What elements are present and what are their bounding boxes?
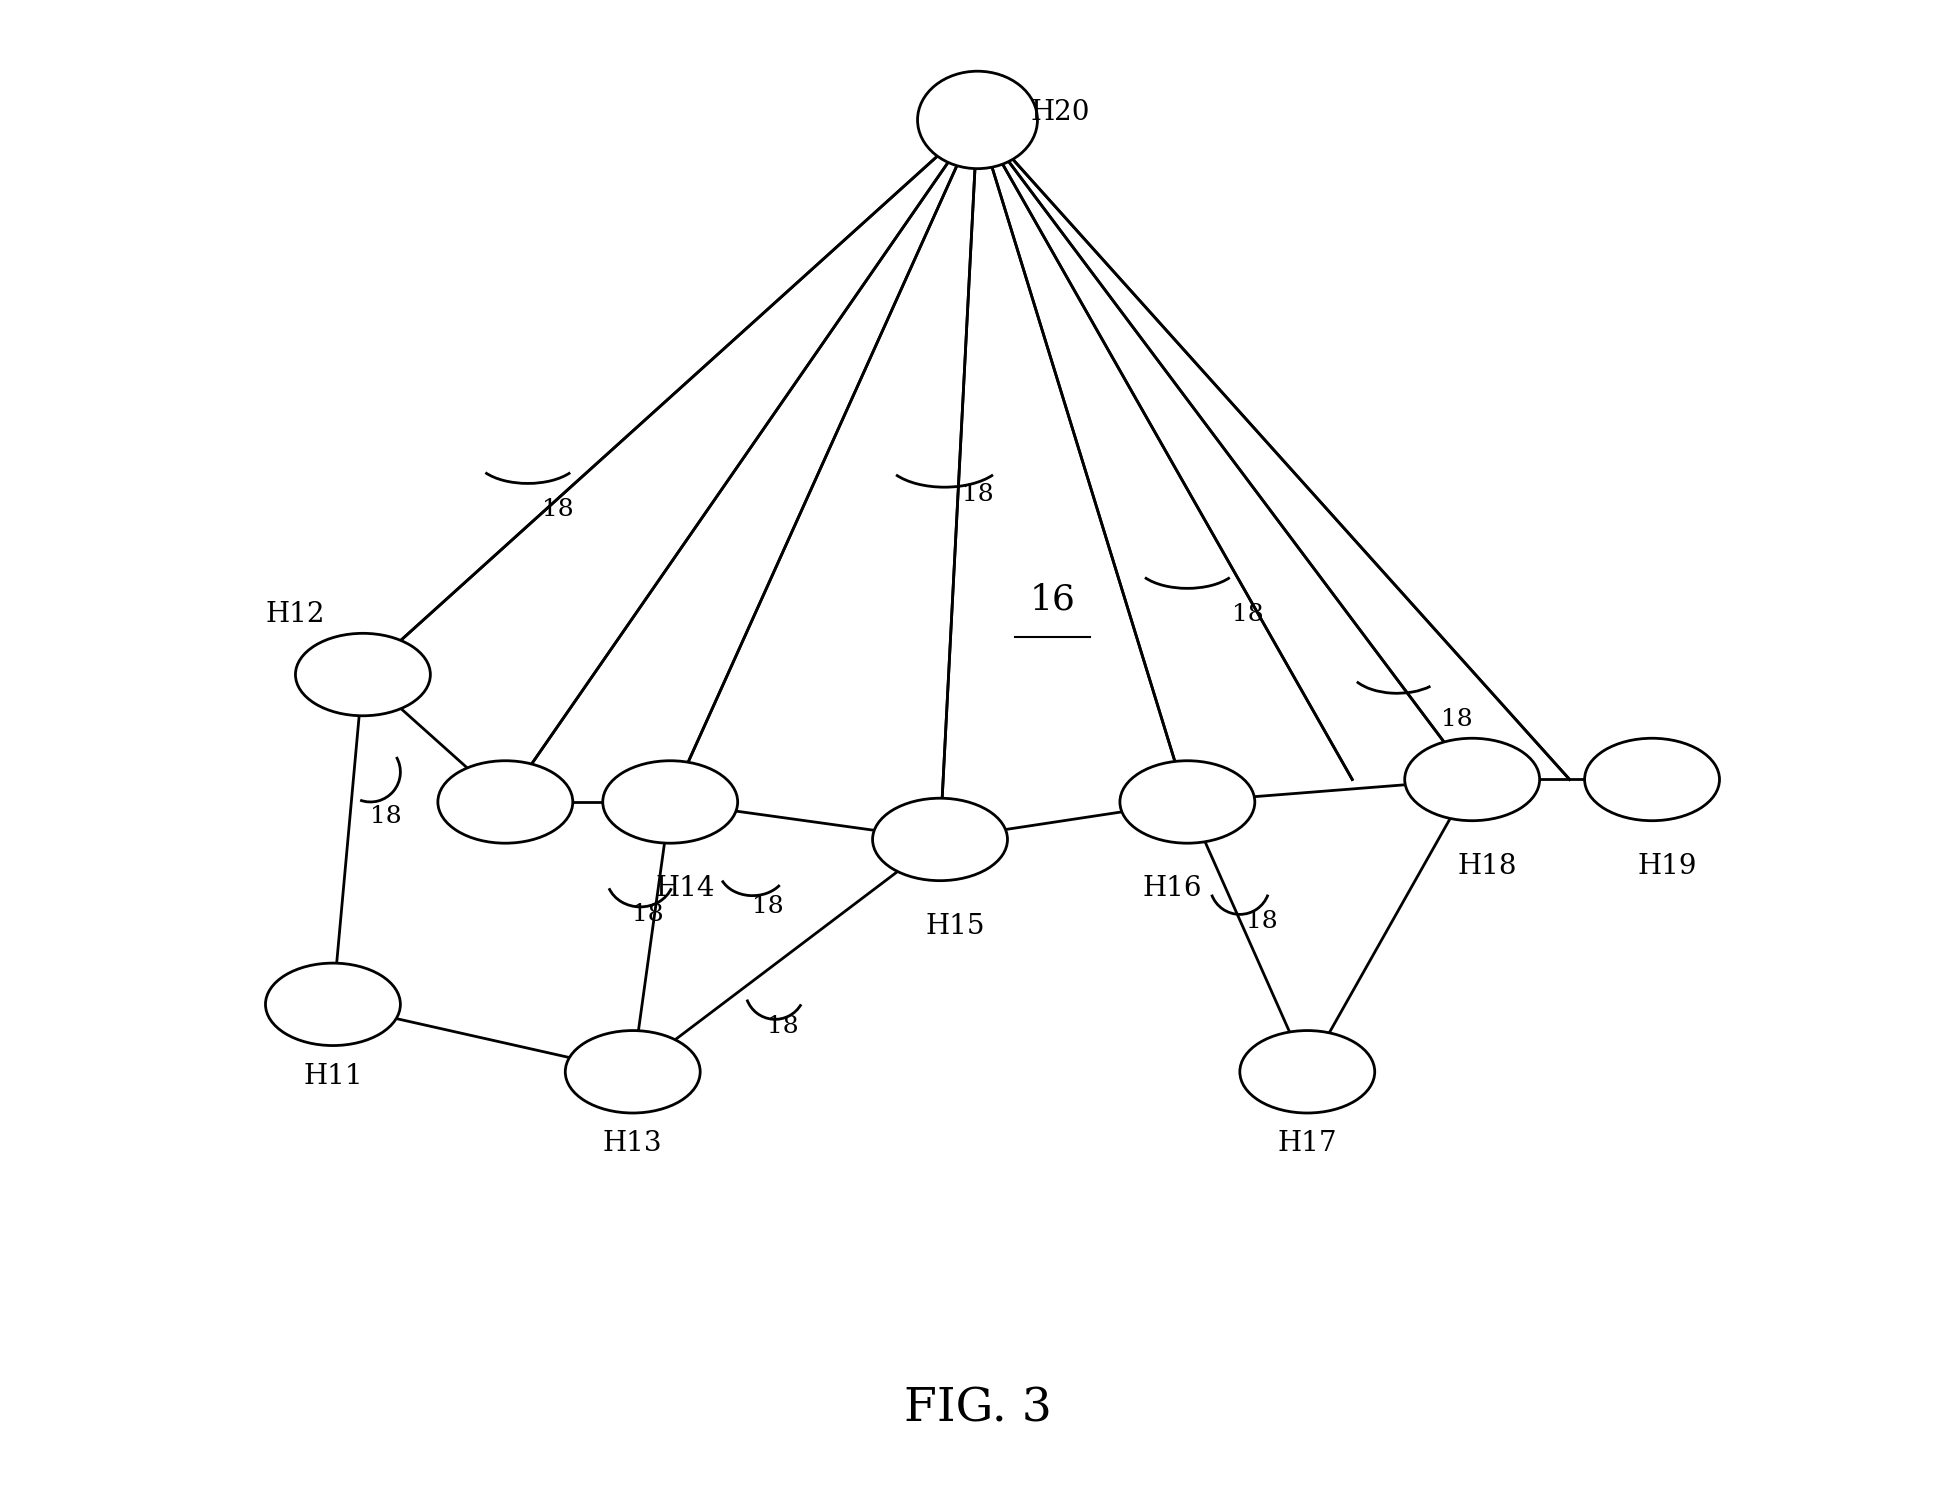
Ellipse shape (295, 633, 430, 717)
Ellipse shape (1239, 1031, 1374, 1112)
Ellipse shape (565, 1031, 700, 1112)
Text: 18: 18 (766, 1015, 798, 1039)
Text: H14: H14 (655, 875, 716, 902)
Text: 18: 18 (369, 805, 401, 829)
Text: H16: H16 (1142, 875, 1202, 902)
Text: 18: 18 (542, 498, 573, 522)
Text: 18: 18 (962, 483, 993, 507)
Ellipse shape (438, 760, 573, 842)
Ellipse shape (1586, 739, 1720, 821)
Text: H12: H12 (266, 601, 325, 628)
Text: 16: 16 (1030, 583, 1075, 616)
Ellipse shape (872, 797, 1007, 880)
Text: H19: H19 (1636, 853, 1697, 880)
Ellipse shape (917, 70, 1038, 168)
Text: H11: H11 (303, 1063, 364, 1090)
Polygon shape (940, 120, 1187, 839)
Ellipse shape (602, 760, 737, 842)
Polygon shape (504, 120, 978, 802)
Text: 18: 18 (1232, 603, 1263, 627)
Text: H20: H20 (1030, 99, 1089, 126)
Text: FIG. 3: FIG. 3 (903, 1387, 1052, 1432)
Text: 18: 18 (1247, 910, 1279, 934)
Text: 18: 18 (1441, 708, 1472, 732)
Ellipse shape (1406, 739, 1541, 821)
Ellipse shape (1120, 760, 1255, 842)
Polygon shape (978, 120, 1472, 802)
Text: 18: 18 (631, 902, 663, 926)
Polygon shape (978, 120, 1472, 779)
Polygon shape (671, 120, 978, 839)
Text: H13: H13 (602, 1130, 663, 1157)
Polygon shape (364, 120, 978, 802)
Polygon shape (978, 120, 1570, 779)
Ellipse shape (266, 964, 401, 1046)
Text: 18: 18 (753, 895, 784, 919)
Text: H15: H15 (925, 913, 985, 940)
Text: H18: H18 (1456, 853, 1517, 880)
Text: H17: H17 (1277, 1130, 1337, 1157)
